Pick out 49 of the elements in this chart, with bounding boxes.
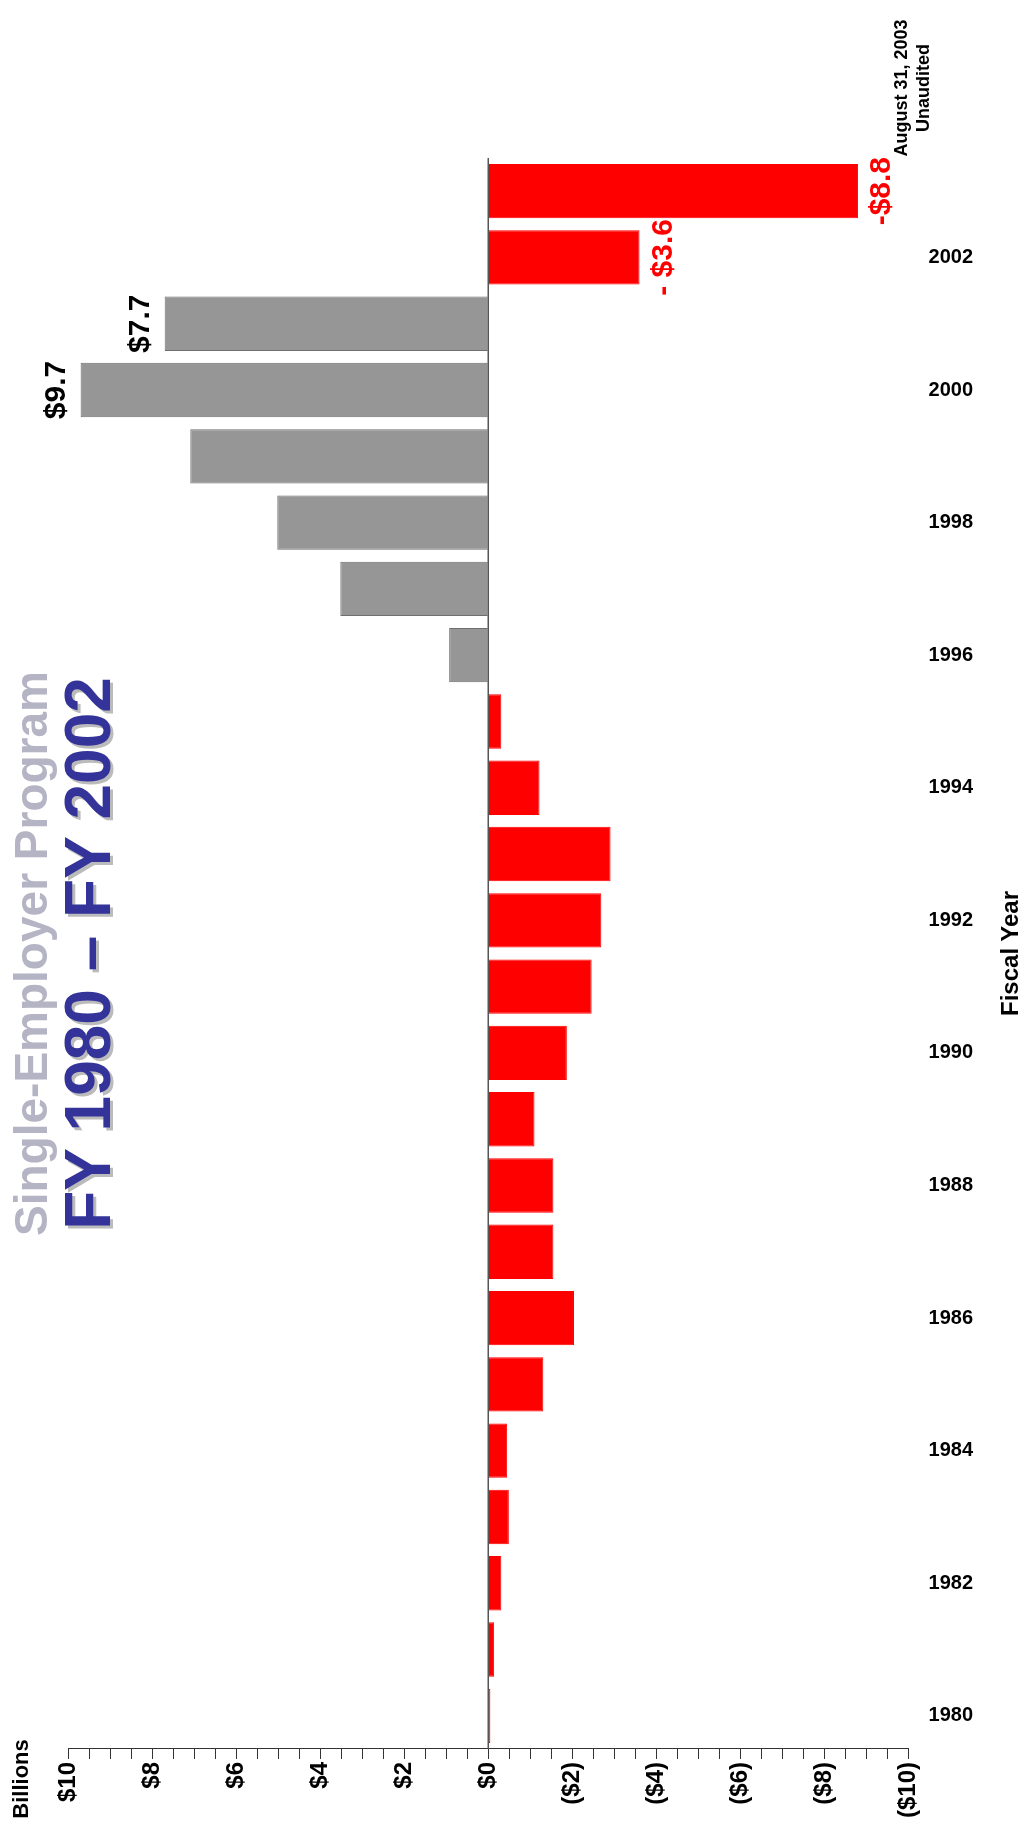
x-tick-label: ($4) — [640, 1761, 668, 1805]
y-tick-label: 2002 — [928, 244, 974, 267]
x-tick-label: $6 — [220, 1761, 248, 1789]
x-tick-label: $4 — [304, 1761, 332, 1789]
y-tick-label: 1998 — [928, 510, 974, 533]
y-tick-label: 1996 — [928, 642, 974, 665]
data-label: $7.7 — [121, 294, 155, 353]
x-tick-label: $0 — [472, 1761, 500, 1789]
bar — [488, 1092, 535, 1147]
data-label: $9.7 — [37, 360, 71, 420]
x-tick-label: ($2) — [556, 1761, 584, 1805]
bar — [488, 1224, 554, 1279]
y-tick-label: 1992 — [928, 907, 974, 930]
x-tick-label: ($6) — [725, 1761, 753, 1805]
y-tick-label: 1980 — [928, 1703, 974, 1726]
y-tick-label: 1994 — [928, 775, 974, 798]
bar — [488, 826, 611, 882]
y-tick-label: 2000 — [928, 377, 974, 400]
data-label: -$8.8 — [863, 156, 897, 226]
bar — [488, 1622, 495, 1677]
bar — [488, 893, 602, 948]
text: August 31, 2003 — [891, 19, 912, 157]
bar — [488, 163, 859, 219]
x-tick-label: $2 — [388, 1761, 416, 1789]
bar — [488, 1025, 567, 1081]
data-label: - $3.6 — [644, 219, 678, 296]
bar — [488, 959, 592, 1014]
x-tick-label: $8 — [136, 1761, 164, 1789]
x-tick-label: $10 — [52, 1761, 80, 1803]
y-tick-label: 1982 — [928, 1570, 974, 1593]
text: Single-Employer Program — [4, 671, 57, 1236]
y-tick-label: 1986 — [928, 1305, 974, 1328]
bar — [488, 1423, 508, 1478]
text: Billions — [8, 1739, 34, 1819]
y-tick-label: 1988 — [928, 1173, 974, 1196]
x-tick-label: ($8) — [809, 1761, 837, 1805]
x-tick-label: ($10) — [893, 1761, 921, 1818]
text: Unaudited — [913, 44, 934, 132]
bar — [488, 1489, 509, 1545]
bar — [488, 694, 502, 749]
bar — [488, 760, 540, 815]
bar — [488, 1290, 574, 1346]
y-tick-label: 1990 — [928, 1040, 974, 1063]
y-axis-title: Fiscal Year — [995, 890, 1023, 1016]
bar — [488, 1556, 502, 1611]
bar — [488, 1158, 554, 1213]
bar — [488, 1357, 544, 1412]
bar — [488, 230, 640, 285]
y-tick-label: 1984 — [928, 1438, 974, 1461]
